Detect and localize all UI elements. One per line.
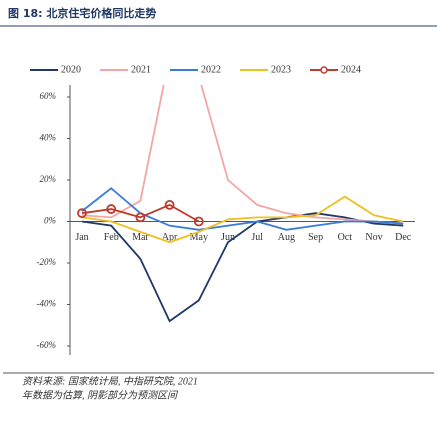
series-line: [81, 212, 404, 323]
y-tick-label: 20%: [40, 174, 57, 184]
x-tick-label: Oct: [338, 232, 353, 243]
chart-title: 图 18: 北京住宅价格同比走势: [8, 6, 156, 20]
legend-marker: [320, 66, 328, 74]
y-tick-label: -60%: [37, 340, 57, 350]
y-tick-label: -40%: [37, 299, 57, 309]
series-line: [81, 187, 404, 231]
point-marker: [77, 208, 87, 219]
series-line: [81, 85, 404, 225]
plot-area: [77, 85, 404, 323]
point-marker: [135, 212, 146, 223]
series-line: [81, 195, 404, 244]
y-tick-label: 0%: [44, 216, 56, 226]
point-marker: [193, 216, 204, 227]
legend-label: 2021: [131, 64, 151, 75]
point-marker: [164, 199, 175, 210]
legend-label: 2020: [61, 64, 81, 75]
source-line: 年数据为估算, 阴影部分为预测区间: [22, 389, 179, 401]
x-tick-label: Aug: [278, 232, 295, 243]
x-tick-label: Dec: [395, 232, 412, 243]
source-line: 资料来源: 国家统计局, 中指研究院, 2021: [22, 375, 198, 387]
x-tick-label: Feb: [104, 232, 119, 243]
x-tick-label: Nov: [365, 232, 382, 243]
series-line: [81, 203, 200, 223]
x-tick-label: Sep: [308, 232, 323, 243]
x-tick-label: Jun: [221, 232, 235, 243]
y-tick-label: -20%: [37, 257, 57, 267]
x-tick-label: May: [190, 232, 208, 243]
legend-label: 2023: [271, 64, 291, 75]
x-tick-label: Jul: [251, 232, 263, 243]
x-tick-label: Apr: [162, 232, 178, 243]
x-tick-label: Mar: [132, 232, 149, 243]
y-tick-label: 60%: [40, 91, 57, 101]
y-tick-label: 40%: [40, 133, 57, 143]
legend-label: 2022: [201, 64, 221, 75]
point-marker: [106, 204, 117, 214]
x-tick-label: Jan: [75, 232, 88, 243]
legend-label: 2024: [341, 64, 361, 75]
